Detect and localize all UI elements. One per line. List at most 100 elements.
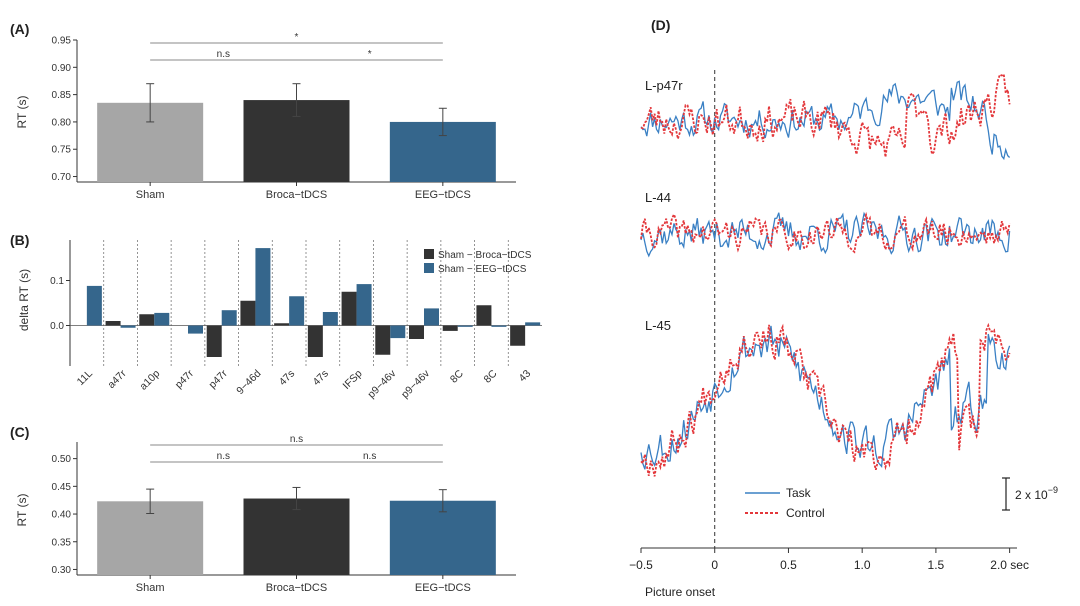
panel-b-label: (B): [10, 232, 29, 248]
trace-task-line: [640, 80, 1011, 161]
scale-bar-exponent: −9: [1048, 485, 1058, 495]
panel-b-bar: [322, 312, 338, 326]
panel-d-chart: −0.5 0 0.5 1.0 1.5 2.0 sec: [629, 70, 1029, 572]
panel-b-bar: [424, 308, 439, 326]
legend-label-task: Task: [786, 486, 812, 500]
panel-c-xtick-label: Broca−tDCS: [266, 582, 327, 594]
panel-c-ytick-label: 0.30: [52, 565, 72, 576]
panel-c-ytick-label: 0.35: [52, 537, 72, 548]
panel-c-label: (C): [10, 424, 29, 440]
panel-b-bar: [356, 284, 372, 326]
panel-b-bar: [491, 325, 507, 327]
panel-b-bar: [188, 325, 203, 334]
panel-a-chart: 0.70 0.75 0.80 0.85 0.90 0.95 Sham Broca−tDCS EE…: [52, 32, 516, 201]
panel-b-bar: [390, 325, 406, 339]
trace-label-l-p47r: L-p47r: [645, 78, 683, 93]
panel-b-xtick-label: a10p: [137, 368, 162, 393]
panel-b-xtick-label: IFSp: [341, 368, 365, 392]
panel-d-xtick-label: 2.0 sec: [990, 558, 1029, 572]
panel-b-bar: [341, 291, 357, 326]
panel-a-ytick-label: 0.85: [52, 90, 72, 101]
legend-swatch-broca: [424, 249, 434, 259]
panel-b-ytick-label: 0.1: [50, 276, 64, 287]
panel-c-chart: 0.30 0.35 0.40 0.45 0.50 Sham Broca−tDCS EEG−tD…: [52, 434, 516, 594]
panel-b-bar: [375, 325, 391, 355]
panel-c-significance-label: n.s: [217, 451, 230, 462]
panel-b-xtick-label: 47s: [277, 368, 297, 388]
panel-b-xtick-label: p47r: [173, 367, 197, 391]
panel-b-xtick-label: 8C: [448, 367, 466, 385]
panel-b-bar: [206, 325, 222, 357]
panel-d-xlabel: Picture onset: [645, 585, 716, 599]
panel-b-bar: [86, 285, 102, 326]
panel-a-xtick-label: Sham: [136, 189, 165, 201]
panel-c-bar: [389, 500, 496, 575]
panel-b-xtick-label: a47r: [105, 367, 129, 391]
panel-c-xtick-label: Sham: [136, 582, 165, 594]
panel-b-bar: [476, 305, 492, 326]
panel-b-bar: [457, 325, 473, 327]
panel-a-ylabel: RT (s): [15, 96, 29, 129]
panel-c-xtick-label: EEG−tDCS: [415, 582, 471, 594]
panel-a-ytick-label: 0.90: [52, 63, 72, 74]
panel-b-xtick-label: 43: [517, 368, 534, 385]
panel-a-xtick-label: Broca−tDCS: [266, 189, 327, 201]
panel-d-xtick-label: 0: [711, 558, 718, 572]
panel-b-xtick-label: 47s: [311, 368, 331, 388]
panel-b-xtick-label: 11L: [75, 368, 95, 388]
scale-bar-label: 2 x 10−9: [1015, 485, 1058, 502]
trace-label-l-45: L-45: [645, 318, 671, 333]
trace-control-line: [640, 211, 1011, 254]
panel-d-label: (D): [651, 17, 670, 33]
panel-c-ytick-label: 0.50: [52, 454, 72, 465]
panel-b-ylabel: delta RT (s): [17, 269, 31, 331]
panel-b-bar: [289, 296, 305, 326]
panel-a-ytick-label: 0.70: [52, 172, 72, 183]
panel-c-ylabel: RT (s): [15, 494, 29, 527]
panel-b-bar: [221, 310, 237, 326]
panel-d-xtick-label: 0.5: [780, 558, 797, 572]
panel-c-significance-label: n.s: [290, 434, 303, 445]
panel-a-ytick-label: 0.80: [52, 117, 72, 128]
panel-a-ytick-label: 0.95: [52, 36, 72, 47]
panel-b-xtick-label: p47r: [206, 367, 230, 391]
scale-bar-base: 2 x 10: [1015, 488, 1048, 502]
legend-swatch-eeg: [424, 263, 434, 273]
panel-b-bar: [240, 300, 256, 326]
panel-c-significance-label: n.s: [363, 451, 376, 462]
panel-a-ytick-label: 0.75: [52, 145, 72, 156]
panel-b-bar: [255, 248, 271, 326]
trace-task-line: [640, 325, 1011, 470]
legend-label-broca: Sham − Broca−tDCS: [438, 250, 532, 261]
panel-b-legend: Sham − Broca−tDCS Sham − EEG−tDCS: [424, 249, 532, 275]
panel-b-bar: [525, 322, 541, 326]
scale-bar: 2 x 10−9: [1002, 477, 1058, 511]
panel-b-bar: [139, 314, 155, 326]
panel-b-bar: [409, 325, 424, 339]
panel-b-xtick-label: p9−46v: [399, 367, 433, 401]
panel-b-ytick-label: 0.0: [50, 321, 64, 332]
panel-d-xtick-label: −0.5: [629, 558, 653, 572]
panel-a-xtick-label: EEG−tDCS: [415, 189, 471, 201]
panel-d-xtick-label: 1.5: [928, 558, 945, 572]
panel-b-bar: [105, 321, 121, 326]
panel-a-significance-label: n.s: [217, 49, 230, 60]
trace-label-l-44: L-44: [645, 190, 671, 205]
panel-a-label: (A): [10, 21, 29, 37]
panel-c-bar: [243, 498, 350, 575]
panel-c-ytick-label: 0.45: [52, 482, 72, 493]
panel-a-significance-label: *: [295, 32, 299, 43]
panel-b-bar: [307, 325, 323, 357]
panel-b-bar: [442, 325, 458, 331]
panel-b-xtick-label: 9−46d: [234, 368, 263, 397]
panel-a-significance-label: *: [368, 49, 372, 60]
panel-b-xtick-label: 8C: [482, 367, 500, 385]
panel-c-ytick-label: 0.40: [52, 510, 72, 521]
panel-b-xtick-label: p9−46v: [365, 367, 399, 401]
panel-b-bar: [510, 325, 526, 346]
panel-d-xtick-label: 1.0: [854, 558, 871, 572]
panel-d-legend: Task Control: [745, 486, 825, 520]
panel-b-bar: [120, 325, 136, 328]
trace-control-line: [640, 72, 1011, 158]
trace-control-line: [640, 322, 1011, 477]
